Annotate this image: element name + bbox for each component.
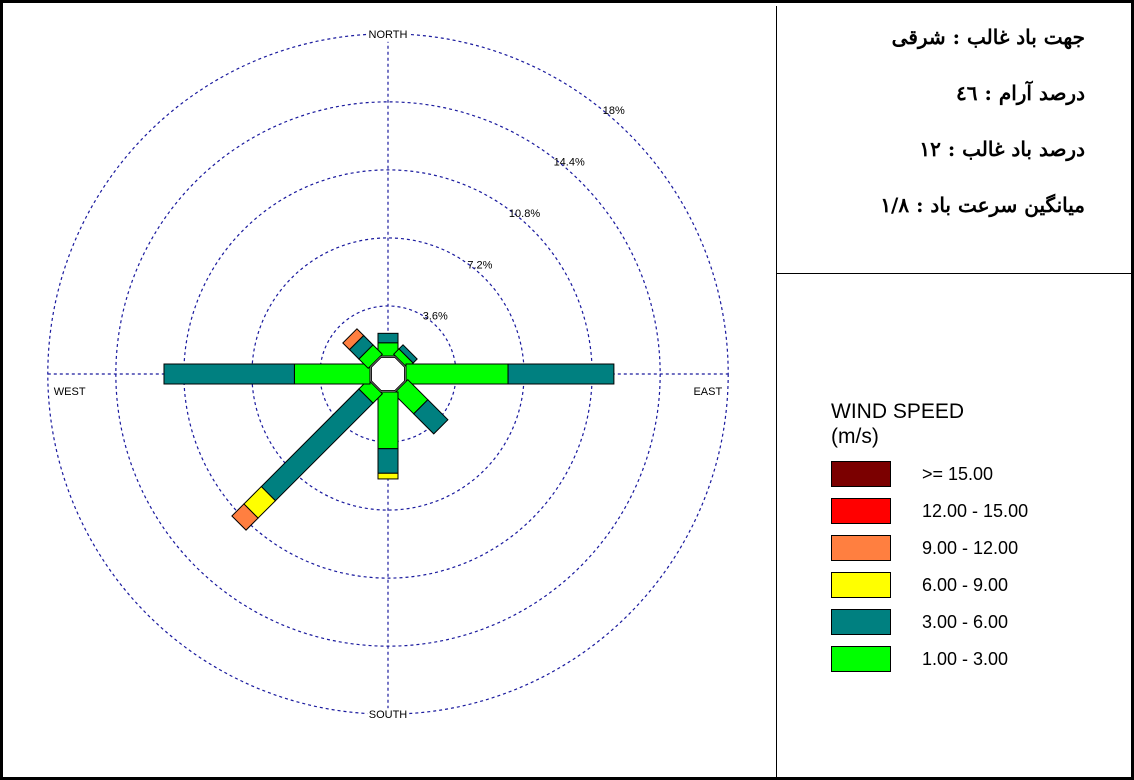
ring-label: 10.8% [509, 208, 540, 220]
sector-E [405, 363, 615, 385]
legend: WIND SPEED (m/s) >= 15.00 12.00 - 15.00 … [831, 399, 1028, 683]
bar-segment [163, 363, 295, 385]
bar-segment [507, 363, 615, 385]
panel-divider-horizontal [777, 273, 1134, 274]
bar-segment [377, 448, 399, 474]
direction-label-south: SOUTH [369, 709, 408, 721]
ring-label: 3.6% [423, 311, 448, 323]
bar-segment [293, 363, 371, 385]
sector-S [377, 391, 399, 480]
bar-segment [377, 332, 399, 344]
bar-layer [163, 328, 615, 531]
legend-swatch [831, 609, 891, 635]
bar-segment [231, 503, 259, 531]
sector-NE [392, 344, 418, 370]
bar-segment [377, 391, 399, 450]
sector-SE [392, 378, 449, 435]
prevailing-direction-text: جهت باد غالب : شرقی [891, 25, 1085, 49]
legend-item: 1.00 - 3.00 [831, 646, 1028, 683]
stats-panel: جهت باد غالب : شرقی درصد آرام : ٤٦ درصد … [783, 17, 1085, 241]
label-layer: 3.6% 7.2% 10.8% 14.4% 18% NORTH EAST SOUTH WEST [54, 27, 722, 723]
sector-N [377, 332, 399, 357]
direction-label-bg [367, 708, 409, 723]
legend-unit: (m/s) [831, 425, 879, 448]
bar-segment [398, 344, 418, 364]
legend-item: 9.00 - 12.00 [831, 535, 1028, 572]
legend-swatch [831, 498, 891, 524]
legend-title: WIND SPEED [831, 400, 965, 423]
legend-item: 12.00 - 15.00 [831, 498, 1028, 535]
legend-item: 6.00 - 9.00 [831, 572, 1028, 609]
panel-divider-vertical [776, 6, 777, 780]
legend-swatch [831, 461, 891, 487]
legend-label: >= 15.00 [922, 464, 994, 484]
legend-items: >= 15.00 12.00 - 15.00 9.00 - 12.00 6.00… [831, 461, 1028, 683]
legend-label: 6.00 - 9.00 [922, 575, 1009, 595]
sector-SW [231, 378, 384, 531]
legend-swatch [831, 572, 891, 598]
legend-swatch [831, 646, 891, 672]
bar-segment [405, 363, 509, 385]
ring-label: 14.4% [554, 157, 585, 169]
wind-rose-chart: 3.6% 7.2% 10.8% 14.4% 18% NORTH EAST SOUTH WEST [47, 27, 729, 723]
legend-label: 3.00 - 6.00 [922, 612, 1009, 632]
legend-item: >= 15.00 [831, 461, 1028, 498]
direction-label-bg [367, 27, 409, 42]
ring-label: 7.2% [467, 259, 492, 271]
prevailing-wind-percent-text: درصد باد غالب : ١٢ [919, 137, 1085, 161]
ring-label: 18% [603, 105, 625, 117]
direction-label-west: WEST [54, 386, 86, 398]
bar-segment [377, 472, 399, 480]
legend-label: 12.00 - 15.00 [922, 501, 1029, 521]
sector-W [163, 363, 371, 385]
calm-center [370, 356, 406, 392]
direction-label-east: EAST [693, 386, 722, 398]
legend-swatch [831, 535, 891, 561]
mean-wind-speed-text: میانگین سرعت باد : ١/٨ [880, 193, 1085, 217]
bar-segment [342, 328, 365, 351]
bar-segment [412, 398, 449, 435]
legend-label: 1.00 - 3.00 [922, 649, 1009, 669]
legend-item: 3.00 - 6.00 [831, 609, 1028, 646]
direction-label-north: NORTH [369, 29, 408, 41]
legend-label: 9.00 - 12.00 [922, 538, 1019, 558]
bar-segment [260, 388, 374, 502]
calm-percent-text: درصد آرام : ٤٦ [956, 81, 1085, 105]
sector-NW [342, 328, 384, 370]
